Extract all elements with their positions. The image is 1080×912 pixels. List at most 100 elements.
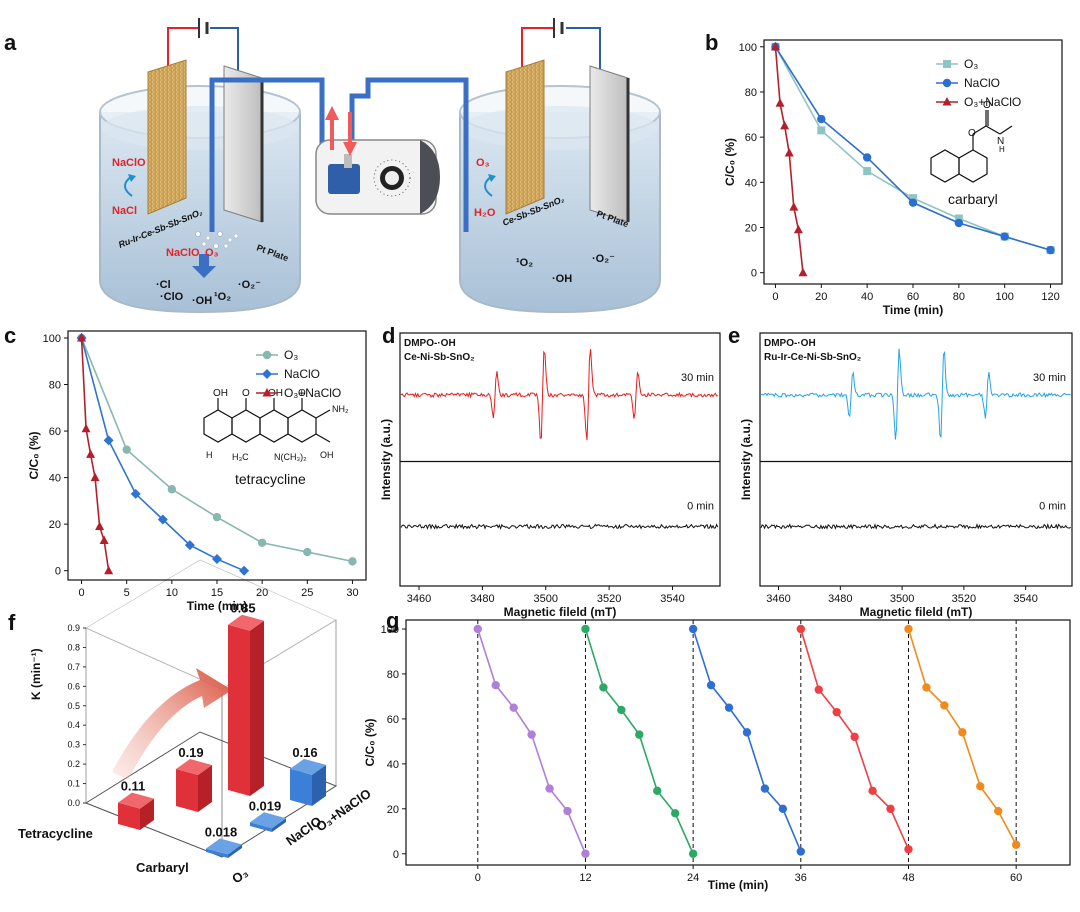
x-tick-label: 0: [772, 291, 778, 303]
label-o2-radical-left: ·O₂⁻: [238, 279, 261, 291]
y-axis-label: Intensity (a.u.): [379, 419, 393, 500]
x-tick-label: 25: [301, 587, 313, 599]
y-axis-label: Intensity (a.u.): [739, 419, 753, 500]
bar-top: [176, 759, 212, 776]
z-tick-label: 0.6: [67, 681, 80, 691]
data-point: [81, 423, 91, 433]
x-tick-label: 40: [861, 291, 873, 303]
y-tick-label: 60: [49, 426, 61, 438]
tetracycline-label: tetracycline: [235, 471, 306, 487]
data-point: [688, 849, 698, 858]
svg-text:OH: OH: [320, 450, 334, 460]
y-tick-label: 60: [745, 132, 757, 144]
data-point: [814, 685, 823, 694]
data-point: [1011, 840, 1021, 849]
y-tick-label: 60: [387, 714, 399, 726]
plot-frame: [399, 332, 721, 587]
x-axis-label: Time (min): [187, 599, 247, 613]
data-point: [904, 845, 913, 854]
ozone-bubbles: [195, 231, 239, 249]
cathode-wire-left: [210, 27, 239, 72]
svg-text:H₃C: H₃C: [232, 452, 249, 462]
data-point: [908, 198, 918, 207]
z-tick-label: 0.4: [67, 720, 80, 730]
cycle-arrow-left: [128, 174, 136, 182]
data-point: [509, 703, 518, 712]
bar-value-label: 0.16: [292, 745, 317, 760]
data-point: [90, 472, 100, 482]
cycle-line-3: [692, 628, 802, 852]
y-tick-label: 80: [387, 669, 399, 681]
z-tick-label: 0.1: [67, 779, 80, 789]
bar-front: [176, 769, 198, 812]
x-tick-label: 60: [1010, 872, 1022, 884]
plot-frame: [405, 619, 1071, 866]
bar-side: [140, 798, 154, 830]
bar-carbaryl-3: 0.018: [205, 825, 242, 858]
y-tick-label: 0: [751, 268, 757, 280]
y-axis-label: C/C₀ (%): [363, 718, 377, 766]
y-tick-label: 20: [387, 804, 399, 816]
x-axis-label: Time (min): [883, 303, 943, 317]
label-naclo-o3-left: NaClO: [166, 247, 200, 259]
pt-plate-right: [589, 65, 629, 223]
trace-label-0min: 0 min: [687, 501, 714, 513]
data-point: [103, 435, 114, 446]
tube-left: [209, 77, 325, 232]
y-tick-label: 80: [49, 380, 61, 392]
bar-top: [118, 792, 154, 809]
legend-marker: [942, 97, 952, 106]
data-point: [653, 786, 662, 796]
reaction-arrow: [192, 266, 216, 278]
bar-side: [250, 620, 264, 796]
pt-plate-left: [223, 65, 263, 223]
data-point: [940, 701, 949, 710]
label-o2-singlet-left: ¹O₂: [214, 291, 231, 303]
data-point: [581, 624, 590, 634]
x-tick-label: 3460: [407, 593, 431, 605]
x-tick-label: 30: [346, 587, 358, 599]
cycle-arrow-right: [488, 174, 496, 182]
panel-label-f: f: [8, 610, 16, 635]
reactor-schematic: NaClO NaCl Ru-Ir-Ce-Sb-Sb-SnO₂ Pt Plate …: [99, 18, 661, 314]
data-point: [742, 728, 752, 737]
x-tick-label: 60: [907, 291, 919, 303]
data-point: [850, 732, 859, 742]
data-point: [104, 565, 114, 575]
f-ylabel: K (min⁻¹): [29, 648, 43, 700]
bar-top: [290, 758, 326, 775]
trace-label-30min: 30 min: [1033, 372, 1066, 384]
bar-carbaryl-5: 0.16: [290, 745, 326, 806]
svg-text:O: O: [968, 128, 976, 139]
data-point: [796, 624, 806, 634]
bar-top: [228, 614, 264, 631]
chart-c: 0 5 10 15 20 25 30 0 20 40 60 80 100 Time (min) C/C₀ (…: [27, 330, 367, 613]
x-tick-label: 3500: [534, 593, 558, 605]
x-tick-label: 20: [815, 291, 827, 303]
plot-frame: [759, 332, 1073, 587]
data-point: [130, 488, 141, 499]
z-tick-label: 0.2: [67, 759, 80, 769]
data-point: [635, 730, 644, 739]
x-tick-label: 3540: [660, 593, 684, 605]
data-point: [86, 449, 96, 458]
data-point: [77, 332, 87, 342]
y-tick-label: 40: [745, 177, 757, 189]
epr-spectrum-0min: [400, 523, 719, 531]
data-point: [212, 512, 222, 522]
label-h2o: H₂O: [474, 207, 496, 219]
data-point: [789, 202, 799, 211]
label-o2-radical-right: ·O₂⁻: [592, 253, 615, 265]
x-tick-label: 36: [795, 872, 807, 884]
data-point: [778, 804, 788, 814]
x-tick-label: 3460: [766, 593, 790, 605]
chart-e: 3460 3480 3500 3520 3540 Magnetic fileld (mT)…: [739, 332, 1073, 619]
epr-title-line: DMPO-·OH: [404, 338, 456, 349]
chart-d: 3460 3480 3500 3520 3540 Magnetic fileld (mT)…: [379, 332, 721, 619]
data-point: [954, 214, 963, 223]
data-point: [862, 153, 872, 162]
legend-marker: [262, 369, 272, 379]
data-point: [1000, 232, 1009, 241]
mesh-anode-left: [147, 59, 187, 215]
z-tick-label: 0.3: [67, 740, 80, 750]
